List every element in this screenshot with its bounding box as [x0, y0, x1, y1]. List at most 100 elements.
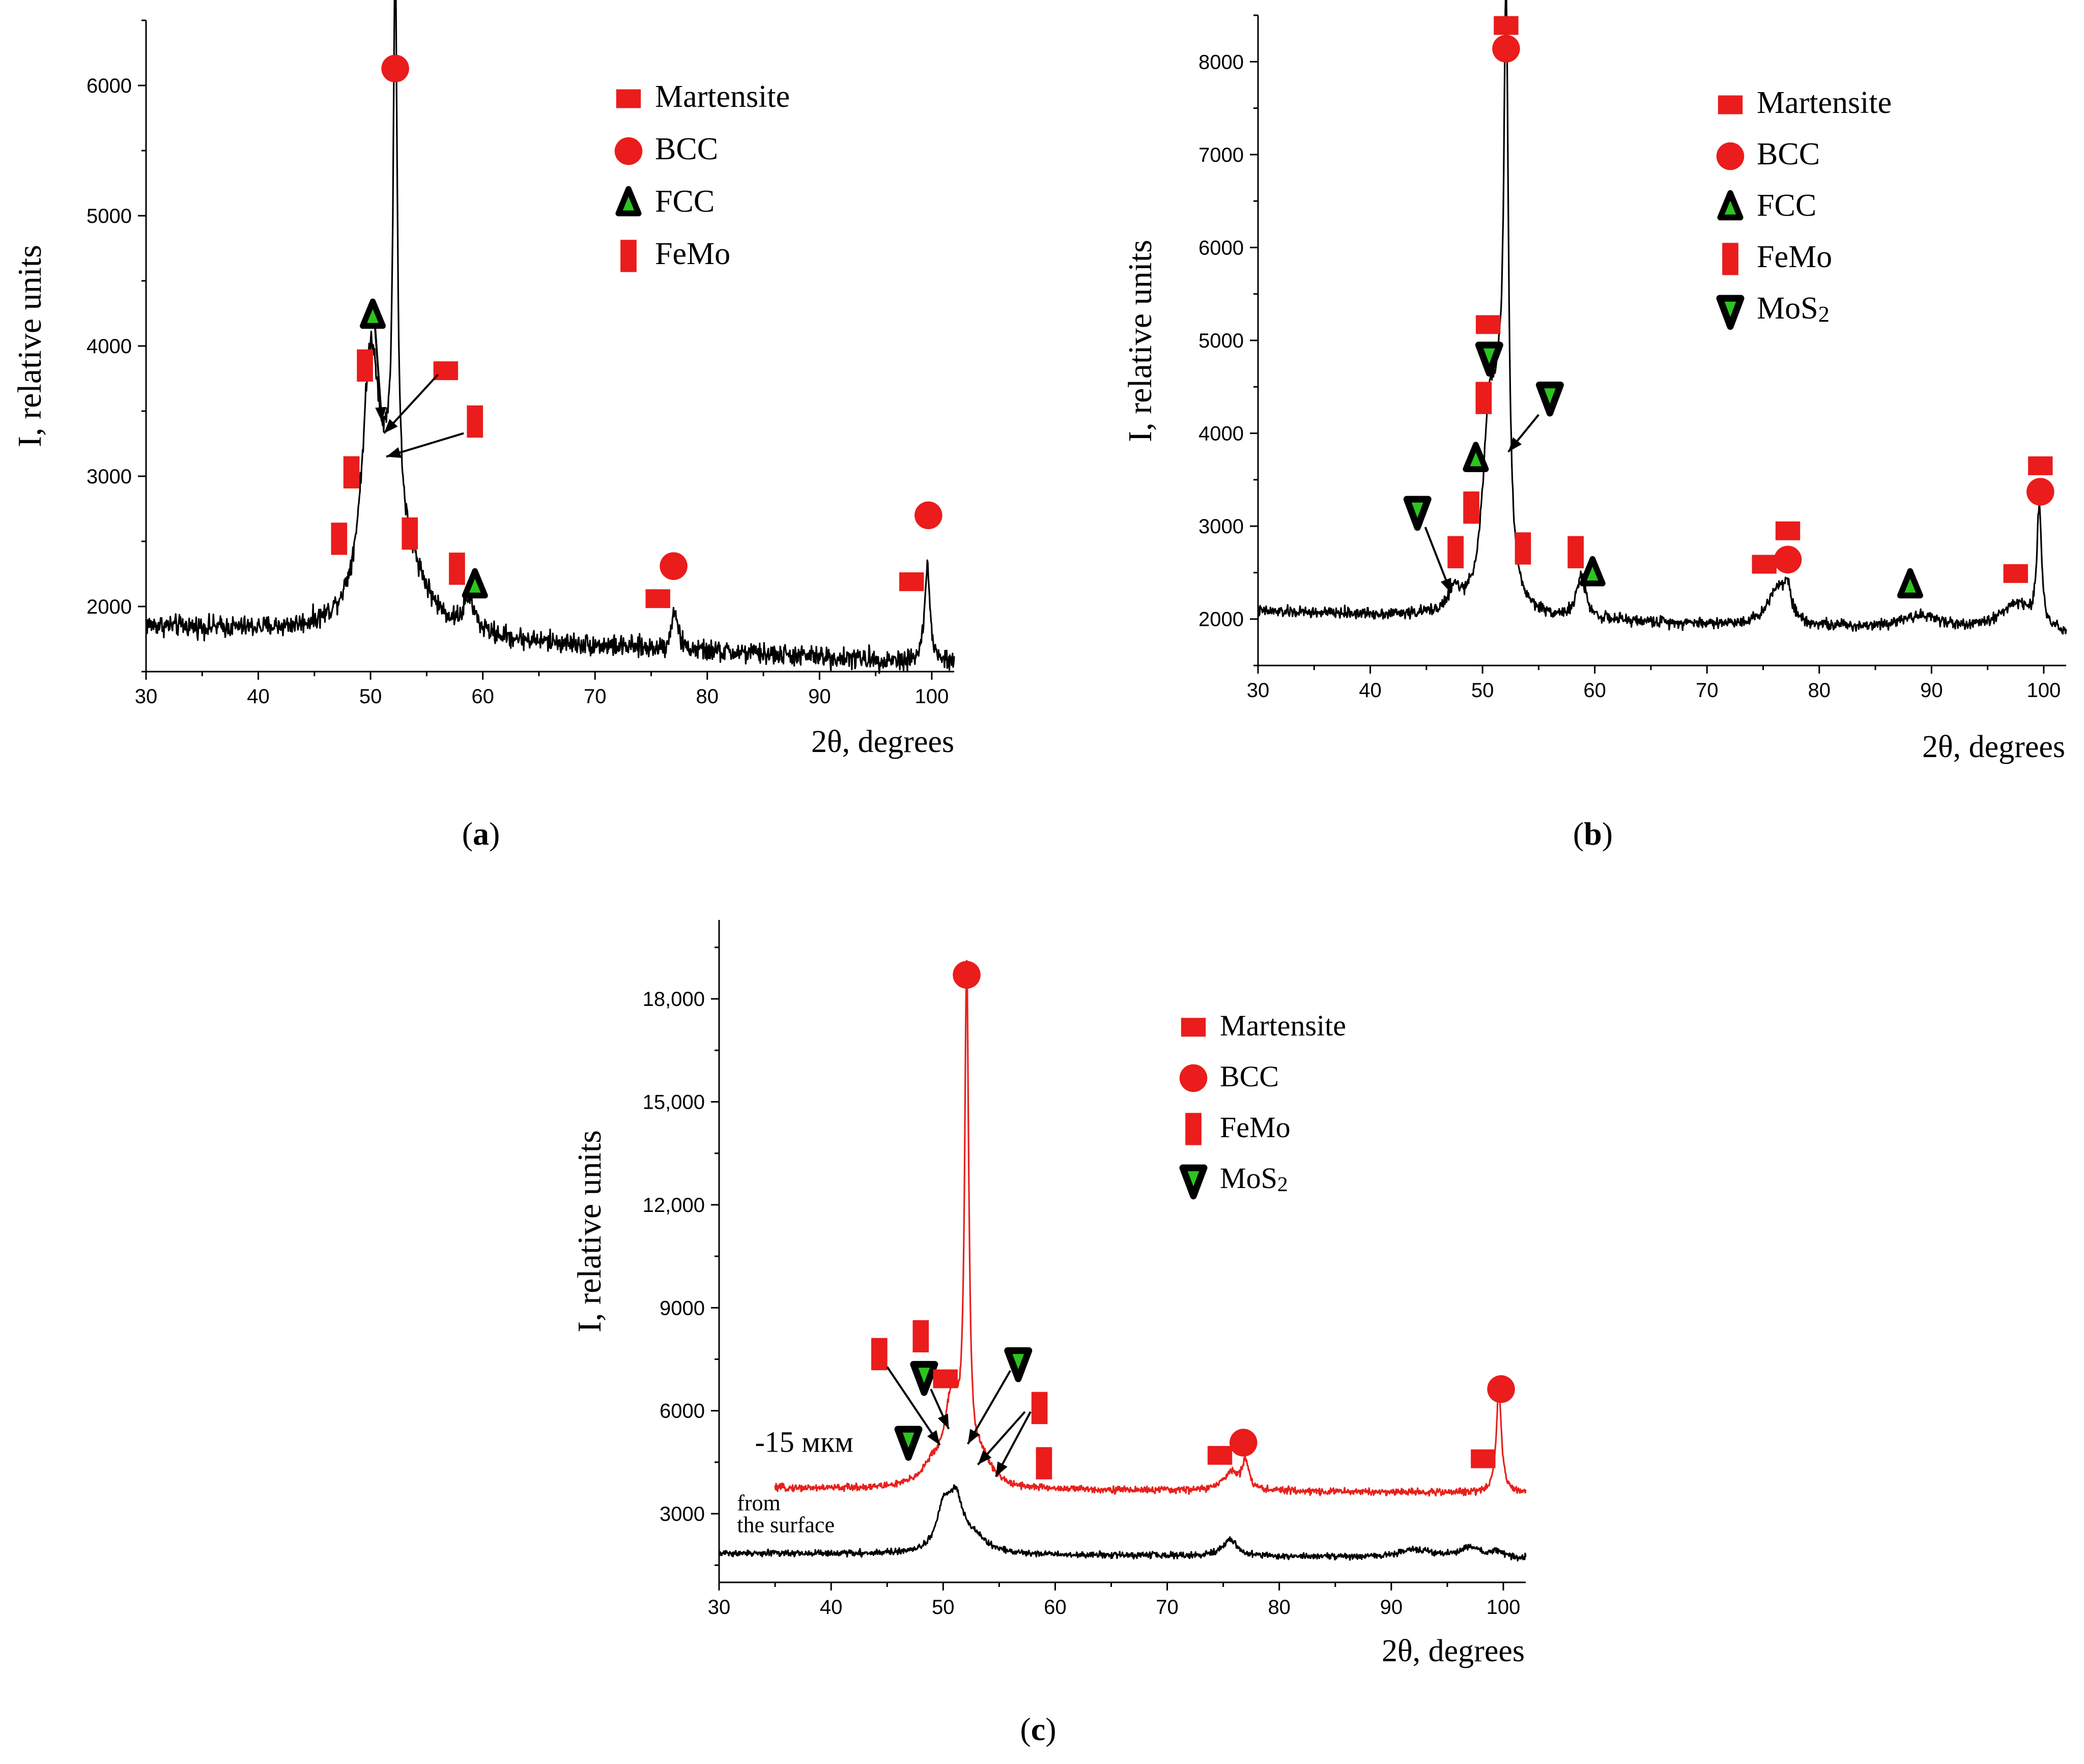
chart-panel-a: 30 40 50 60 70 80 90 100 2000 3000 4000 5000 6000 I, …: [11, 0, 955, 852]
y-tick-label: 4000: [1198, 423, 1244, 445]
phase-marker-rect-tall: [467, 405, 483, 438]
y-tick-label: 15,000: [643, 1091, 705, 1114]
x-tick-label: 50: [1471, 679, 1494, 702]
x-tick-label: 40: [247, 685, 270, 708]
phase-marker-rect-tall: [402, 517, 418, 550]
x-tick-label: 30: [1247, 679, 1270, 702]
series-line: [145, 0, 955, 674]
x-tick-label: 80: [1268, 1596, 1291, 1618]
phase-marker-rect-tall: [331, 523, 348, 555]
phase-marker-triangle-up: [1579, 556, 1606, 587]
phase-marker-circle: [381, 54, 409, 82]
x-tick-label: 90: [1380, 1596, 1403, 1618]
legend-marker-square: [616, 89, 641, 108]
legend-marker-circle: [614, 137, 643, 165]
legend-label: FeMo: [1220, 1111, 1291, 1144]
arrow-head: [967, 1429, 980, 1444]
phase-marker-circle: [953, 961, 981, 989]
y-tick-label: 6000: [87, 75, 132, 97]
phase-marker-square: [433, 361, 459, 381]
chart-annotation: from: [737, 1490, 781, 1515]
legend-marker-circle: [1716, 142, 1745, 170]
phase-marker-square: [1475, 315, 1501, 334]
legend-label: Martensite: [1757, 85, 1892, 120]
phase-marker-triangle-down: [1403, 496, 1432, 531]
legend-label: Martensite: [1220, 1009, 1346, 1042]
y-tick-label: 18,000: [643, 988, 705, 1010]
phase-marker-square: [933, 1369, 958, 1389]
y-tick-label: 9000: [660, 1297, 705, 1319]
panel-caption: (a): [462, 816, 500, 852]
phase-marker-triangle-down: [1475, 341, 1503, 377]
y-tick-label: 7000: [1198, 144, 1244, 166]
arrow-head: [995, 1461, 1008, 1477]
legend-label: FCC: [655, 184, 715, 219]
panel-caption: (b): [1573, 816, 1613, 852]
legend-marker-rect-tall: [1722, 243, 1738, 275]
legend-marker-triangle-up: [615, 186, 642, 217]
legend-marker-square: [1181, 1018, 1206, 1037]
phase-marker-circle: [1492, 35, 1520, 63]
x-tick-label: 50: [359, 685, 382, 708]
x-tick-label: 70: [1696, 679, 1719, 702]
y-tick-label: 5000: [1198, 330, 1244, 352]
phase-marker-rect-tall: [1031, 1392, 1048, 1424]
arrow-head: [978, 1450, 992, 1465]
y-tick-label: 6000: [660, 1400, 705, 1423]
y-tick-label: 12,000: [643, 1194, 705, 1217]
phase-marker-circle: [1487, 1375, 1515, 1403]
series-line: [1257, 0, 2067, 635]
x-axis-label: 2θ, degrees: [811, 725, 954, 759]
legend-label: FeMo: [1757, 240, 1832, 274]
panel-caption: (c): [1020, 1711, 1056, 1747]
arrow-head: [1440, 577, 1451, 593]
chart-annotation: -15 мкм: [755, 1426, 853, 1459]
y-tick-label: 4000: [87, 335, 132, 358]
x-tick-label: 60: [1583, 679, 1606, 702]
chart-panel-b: 30 40 50 60 70 80 90 100 2000 3000 4000 5000 6000 700…: [1122, 0, 2067, 852]
phase-marker-square: [1494, 16, 1519, 35]
x-tick-label: 60: [1044, 1596, 1067, 1618]
y-tick-label: 3000: [660, 1503, 705, 1525]
x-tick-label: 50: [932, 1596, 955, 1618]
arrow-head: [1508, 437, 1522, 452]
x-tick-label: 100: [915, 685, 949, 708]
legend-label: FeMo: [655, 237, 730, 271]
legend-marker-triangle-down: [1179, 1164, 1208, 1200]
phase-marker-rect-tall: [1463, 491, 1479, 524]
phase-marker-triangle-down: [1535, 382, 1564, 417]
x-tick-label: 30: [708, 1596, 731, 1618]
phase-marker-triangle-up: [1463, 442, 1489, 472]
legend-marker-rect-tall: [1185, 1113, 1202, 1145]
phase-marker-circle: [2026, 478, 2054, 506]
x-tick-label: 90: [1920, 679, 1943, 702]
x-tick-label: 100: [2027, 679, 2061, 702]
series-line: [718, 1484, 1527, 1562]
x-tick-label: 70: [584, 685, 607, 708]
legend-marker-triangle-down: [1716, 295, 1745, 330]
phase-marker-circle: [1229, 1429, 1258, 1457]
phase-marker-triangle-up: [462, 568, 488, 599]
chart-annotation: the surface: [737, 1513, 835, 1538]
phase-marker-square: [2003, 564, 2028, 583]
phase-marker-rect-tall: [1036, 1447, 1052, 1480]
x-tick-label: 30: [135, 685, 158, 708]
legend-marker-circle: [1179, 1064, 1208, 1092]
phase-marker-square: [1471, 1449, 1496, 1468]
y-tick-label: 2000: [1198, 609, 1244, 631]
legend-label: BCC: [1757, 137, 1820, 171]
x-tick-label: 80: [696, 685, 719, 708]
phase-marker-triangle-up: [1897, 568, 1923, 599]
y-axis-label: I, relative units: [571, 1130, 608, 1333]
x-tick-label: 70: [1156, 1596, 1179, 1618]
phase-marker-rect-tall: [871, 1338, 888, 1371]
y-tick-label: 8000: [1198, 51, 1244, 73]
phase-marker-rect-tall: [1475, 382, 1492, 414]
y-axis-label: I, relative units: [1122, 240, 1159, 442]
phase-marker-square: [2028, 456, 2053, 475]
legend-label: BCC: [1220, 1060, 1279, 1093]
x-tick-label: 40: [1359, 679, 1382, 702]
phase-marker-rect-tall: [343, 456, 360, 488]
phase-marker-rect-tall: [912, 1320, 929, 1352]
